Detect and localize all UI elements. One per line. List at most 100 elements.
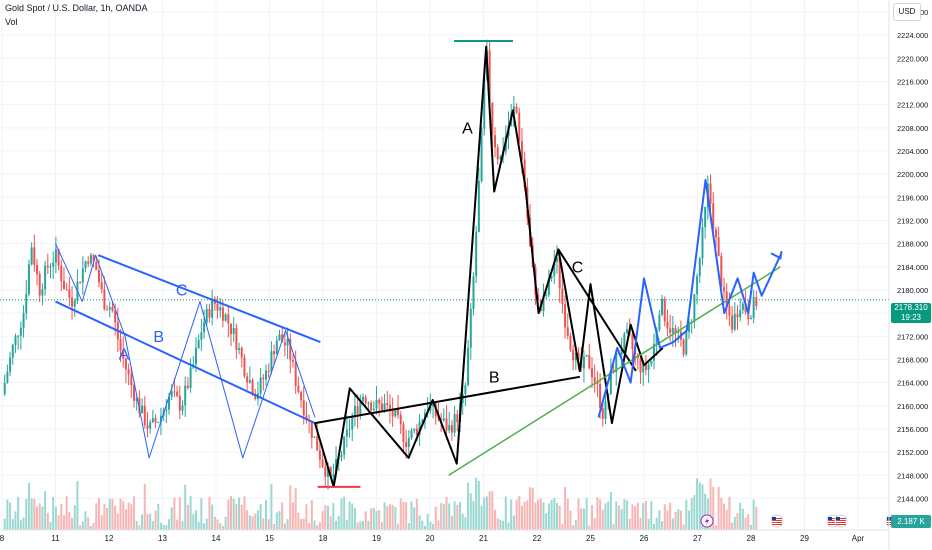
candle-body [432, 403, 435, 407]
volume-bar [674, 511, 677, 530]
candle-body [671, 327, 674, 333]
blue-channel-upper[interactable] [97, 254, 321, 344]
candle-body [391, 410, 394, 417]
volume-bar [526, 500, 529, 530]
flag-canton [836, 517, 840, 520]
y-axis: 2144.000 2148.000 2152.000 2156.000 2160.000… [888, 0, 928, 550]
candle-body [601, 408, 604, 419]
black-zigzag[interactable] [314, 45, 664, 488]
volume-bar [103, 503, 106, 530]
volume-bar [267, 519, 270, 530]
candle-body [216, 303, 219, 311]
volume-bar [494, 509, 497, 530]
candle-body [585, 355, 588, 357]
volume-bar [380, 522, 383, 530]
black-neckline[interactable] [314, 375, 580, 425]
candle-body [14, 335, 17, 345]
volume-bar [499, 519, 502, 530]
volume-bar [520, 505, 523, 530]
candle-body [141, 405, 144, 414]
volume-bar [229, 496, 232, 530]
candle-body [512, 106, 515, 114]
volume-bar [480, 505, 483, 530]
candle-body [348, 429, 351, 431]
candle-body [644, 362, 647, 370]
us-flag-icon[interactable] [770, 514, 784, 528]
volume-bar [442, 504, 445, 530]
volume-bar [413, 507, 416, 530]
candle-body [669, 328, 672, 333]
candle-body [81, 268, 84, 283]
candle-body [555, 258, 558, 262]
candle-body [25, 294, 28, 314]
candle-body [248, 380, 251, 383]
y-tick-label: 2168.000 [897, 355, 928, 364]
volume-bar [146, 514, 149, 530]
support-trendline[interactable] [448, 266, 781, 476]
volume-bar [84, 511, 87, 530]
candle-body [604, 401, 607, 419]
candle-body [168, 396, 171, 410]
last-price-value: 2178.310 [894, 303, 928, 312]
candle-body [313, 436, 316, 438]
volume-bar [464, 517, 467, 530]
y-tick-label: 2192.000 [897, 216, 928, 225]
y-tick-label: 2144.000 [897, 494, 928, 503]
grid [0, 0, 889, 530]
volume-bar [316, 525, 319, 530]
candle-body [138, 398, 141, 414]
blue-zigzag[interactable] [55, 243, 316, 459]
volume-bar [370, 508, 373, 530]
volume-indicator-label[interactable]: Vol [5, 17, 18, 27]
candle-body [119, 339, 122, 351]
candle-body [11, 344, 14, 358]
us-flag-icon[interactable] [834, 514, 848, 528]
flag-stripe [836, 524, 846, 525]
volume-bar [693, 494, 696, 530]
volume-bar [687, 510, 690, 530]
volume-bar [313, 520, 316, 530]
y-tick-label: 2216.000 [897, 77, 928, 86]
volume-bar [235, 504, 238, 530]
volume-bar [321, 511, 324, 530]
volume-bar [246, 510, 249, 530]
volume-bar [698, 482, 701, 530]
volume-bar [475, 477, 478, 530]
candle-body [238, 348, 241, 351]
currency-button[interactable]: USD [893, 3, 921, 21]
x-tick-label: 19 [372, 534, 381, 543]
volume-bar [289, 485, 292, 530]
volume-bar [512, 515, 515, 530]
black-trendline[interactable] [557, 248, 637, 372]
candle-body [744, 303, 747, 313]
candle-body [178, 396, 181, 411]
candle-body [71, 297, 74, 307]
candle-body [472, 276, 475, 309]
volume-bar [450, 515, 453, 530]
volume-bar [213, 516, 216, 530]
candle-body [200, 332, 203, 340]
volume-bar [44, 491, 47, 530]
candle-body [383, 403, 386, 411]
y-tick-label: 2148.000 [897, 471, 928, 480]
blue-channel-lower[interactable] [55, 300, 316, 425]
candle-body [229, 323, 232, 334]
candle-body [545, 294, 548, 296]
lightning-icon[interactable] [700, 514, 714, 528]
volume-bar [617, 505, 620, 530]
candle-body [407, 437, 410, 447]
volume-bar [725, 509, 728, 530]
candle-body [54, 249, 57, 263]
candle-body [558, 258, 561, 289]
volume-bar [181, 521, 184, 530]
volume-bar [491, 491, 494, 530]
candle-body [356, 406, 359, 415]
wave-label: B [489, 370, 500, 387]
x-tick-label: 28 [747, 534, 756, 543]
volume-bar [348, 501, 351, 530]
blue-projection-path[interactable] [597, 178, 782, 418]
volume-bar [211, 504, 214, 530]
volume-bar [151, 521, 154, 530]
candle-body [89, 254, 92, 264]
